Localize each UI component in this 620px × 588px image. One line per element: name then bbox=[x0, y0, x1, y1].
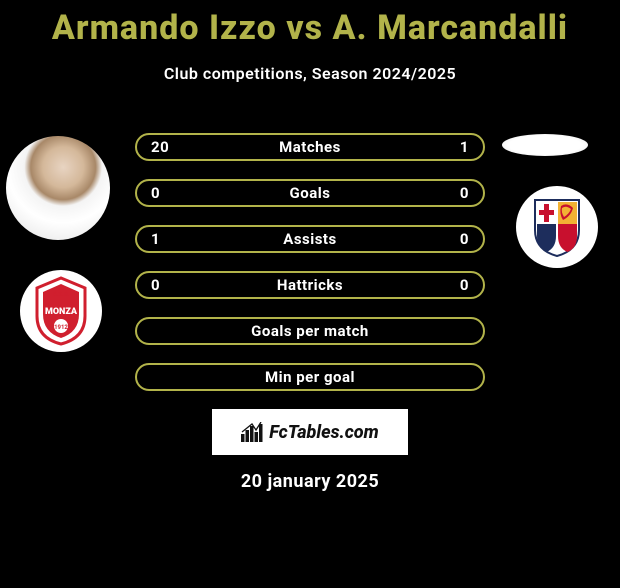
stat-right-value: 0 bbox=[460, 276, 469, 294]
stat-label: Goals bbox=[290, 184, 331, 202]
stat-row: 0 Hattricks 0 bbox=[135, 271, 485, 299]
stat-row: Goals per match bbox=[135, 317, 485, 345]
snapshot-date: 20 january 2025 bbox=[0, 471, 620, 492]
comparison-title: Armando Izzo vs A. Marcandalli bbox=[0, 8, 620, 48]
stat-label: Assists bbox=[283, 230, 336, 248]
player-left-photo bbox=[6, 136, 110, 240]
stat-row: 0 Goals 0 bbox=[135, 179, 485, 207]
stat-label: Goals per match bbox=[251, 322, 369, 340]
stat-left-value: 20 bbox=[151, 138, 169, 156]
stat-right-value: 0 bbox=[460, 230, 469, 248]
stat-label: Min per goal bbox=[265, 368, 355, 386]
stat-left-value: 1 bbox=[151, 230, 160, 248]
monza-crest-icon: S.S.D. MONZA 1912 bbox=[33, 276, 89, 346]
player-right-photo bbox=[502, 134, 588, 156]
fctables-logo-icon bbox=[241, 422, 263, 442]
branding-text: FcTables.com bbox=[269, 422, 378, 443]
svg-text:MONZA: MONZA bbox=[45, 307, 78, 317]
svg-text:S.S.D.: S.S.D. bbox=[53, 291, 69, 298]
stat-left-value: 0 bbox=[151, 276, 160, 294]
club-right-badge bbox=[516, 186, 598, 268]
stat-right-value: 1 bbox=[460, 138, 469, 156]
stat-row: 1 Assists 0 bbox=[135, 225, 485, 253]
branding-badge: FcTables.com bbox=[212, 409, 408, 455]
svg-text:1912: 1912 bbox=[54, 324, 68, 331]
stat-row: Min per goal bbox=[135, 363, 485, 391]
stat-label: Hattricks bbox=[277, 276, 343, 294]
stat-row: 20 Matches 1 bbox=[135, 133, 485, 161]
stat-label: Matches bbox=[279, 138, 341, 156]
genoa-crest-icon bbox=[531, 196, 583, 258]
stat-right-value: 0 bbox=[460, 184, 469, 202]
stat-left-value: 0 bbox=[151, 184, 160, 202]
comparison-subtitle: Club competitions, Season 2024/2025 bbox=[0, 64, 620, 83]
club-left-badge: S.S.D. MONZA 1912 bbox=[20, 270, 102, 352]
stats-table: 20 Matches 1 0 Goals 0 1 Assists 0 0 Hattricks 0 Goa… bbox=[135, 133, 485, 391]
